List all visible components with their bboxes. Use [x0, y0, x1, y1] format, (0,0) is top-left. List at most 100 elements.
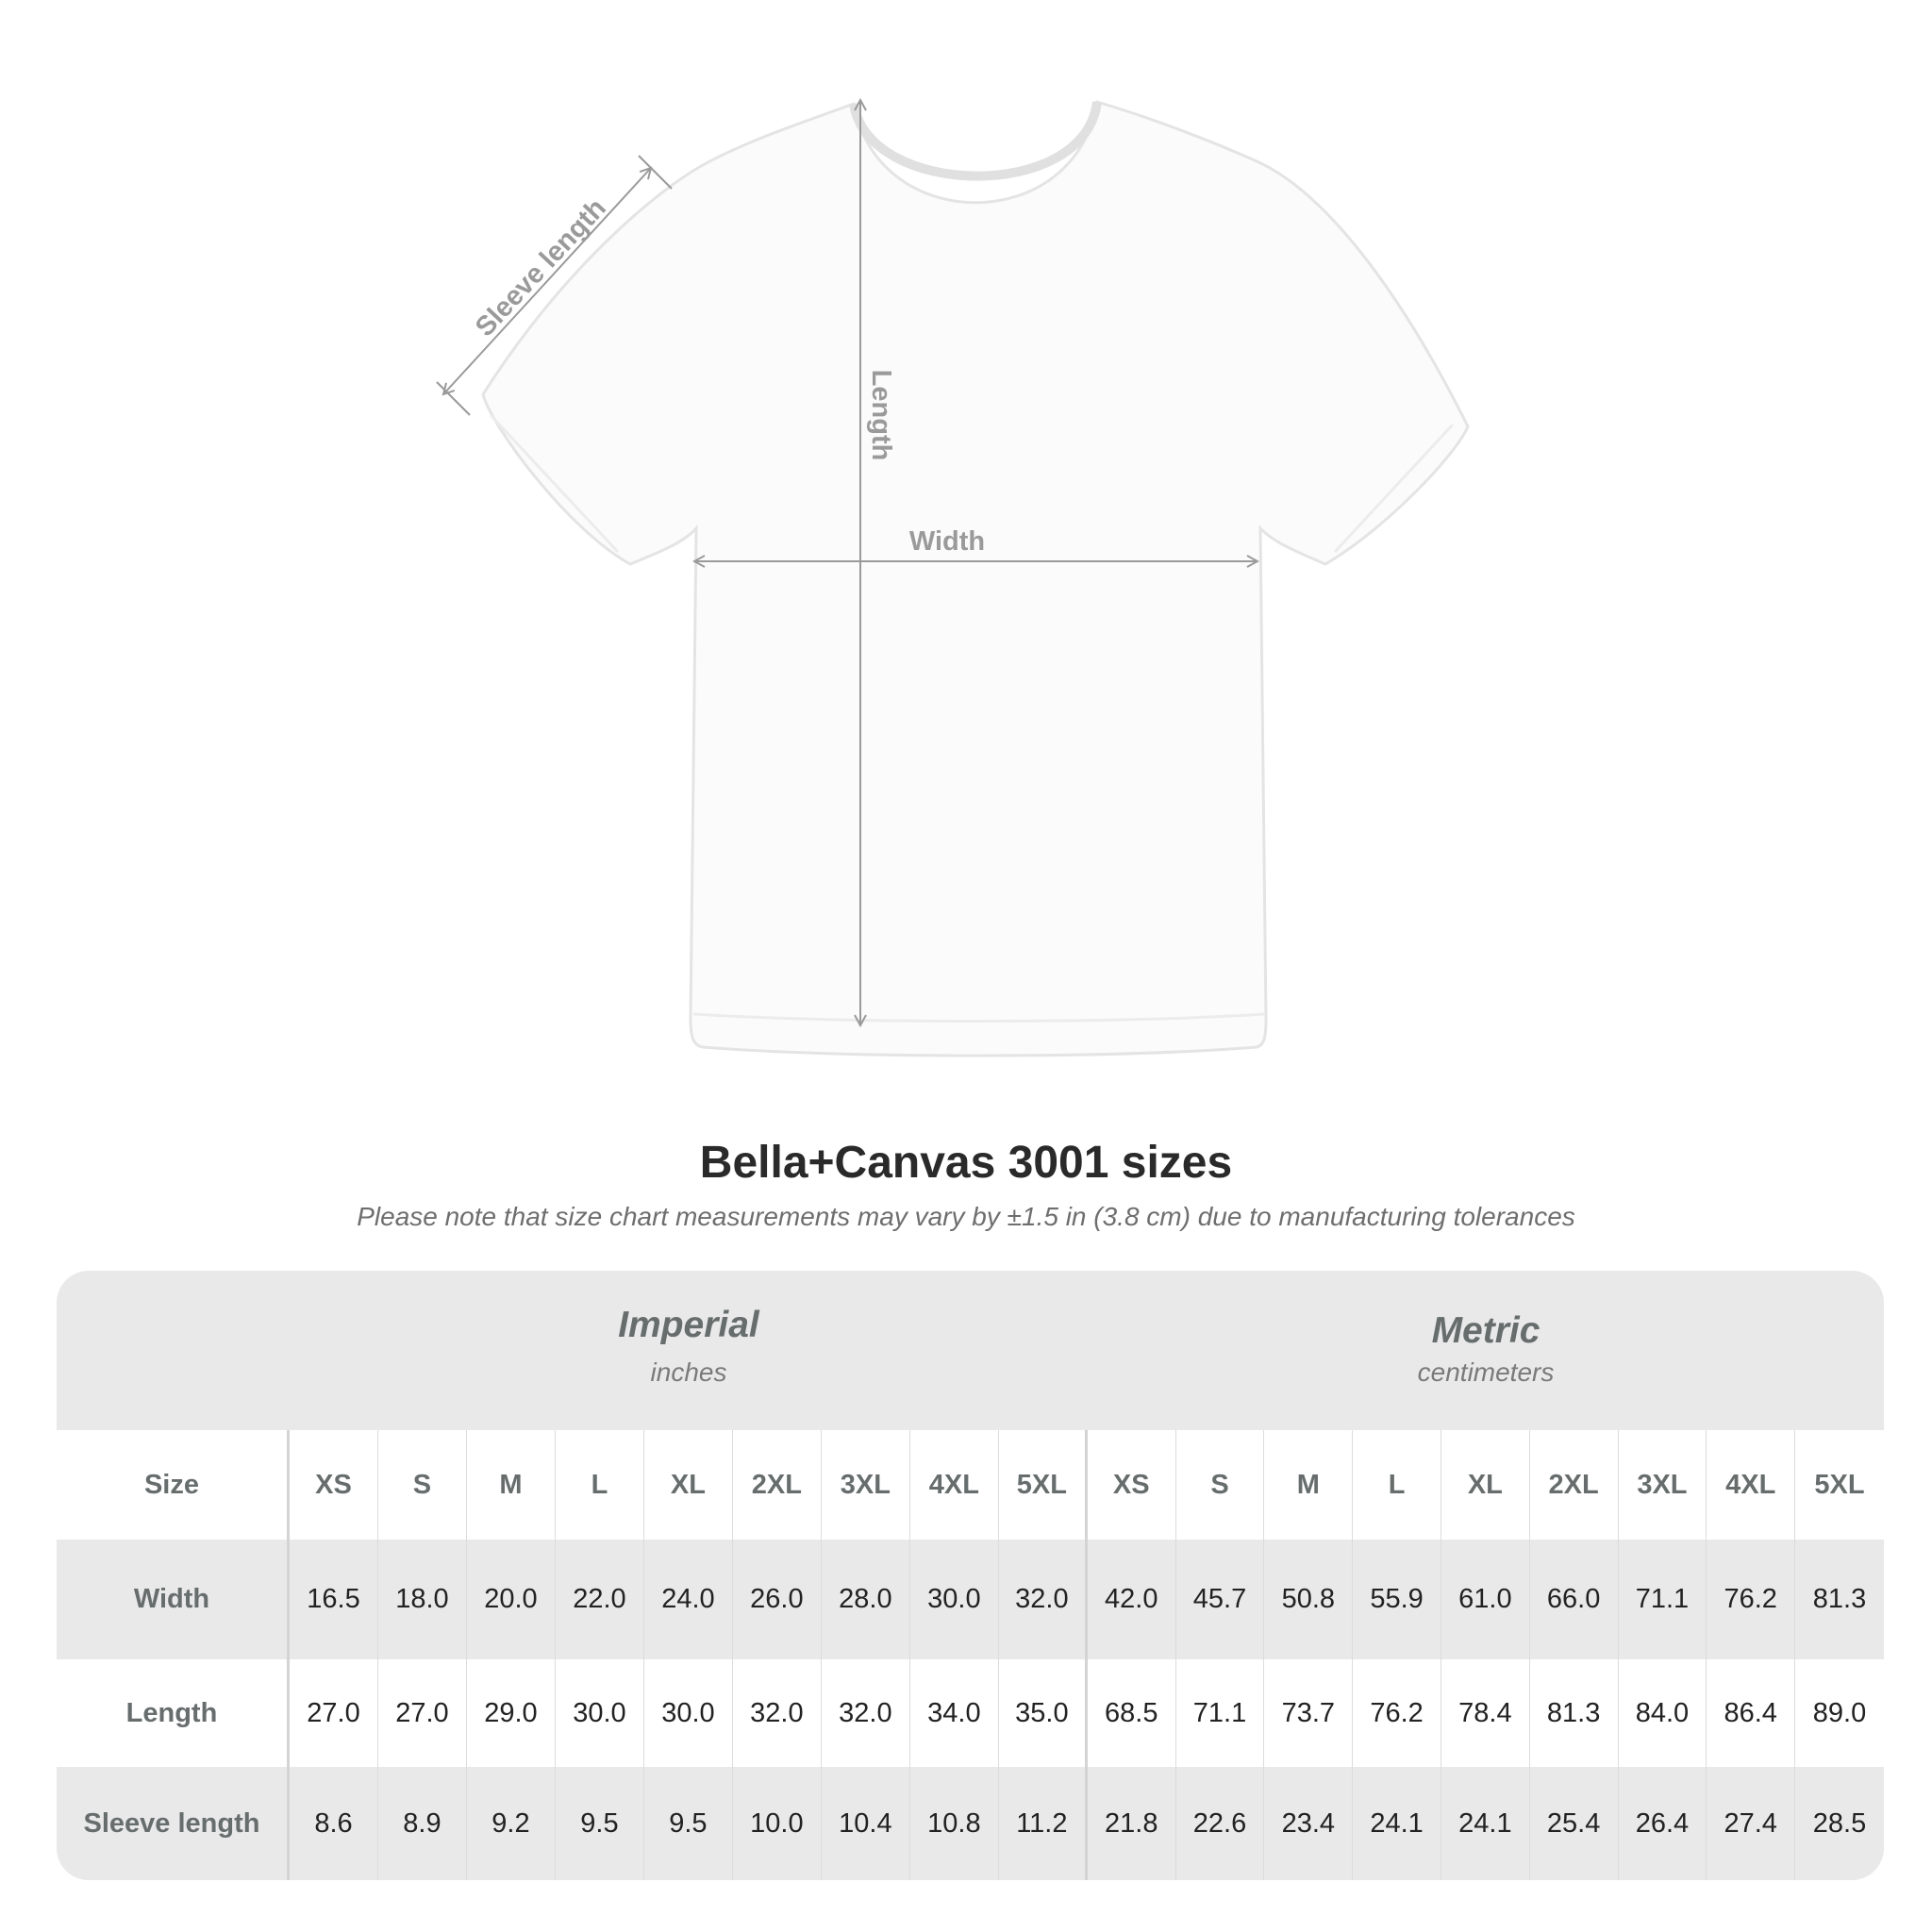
- collar-outline: [849, 101, 1102, 181]
- imperial-value-cell: 9.2: [467, 1767, 556, 1880]
- metric-size-s: S: [1176, 1430, 1265, 1540]
- imperial-value-cell: 11.2: [999, 1767, 1088, 1880]
- imperial-value-cell: 8.9: [378, 1767, 467, 1880]
- imperial-value-cell: 8.6: [290, 1767, 378, 1880]
- imperial-value-cell: 32.0: [733, 1659, 822, 1767]
- table-row-length: Length 27.0 27.0 29.0 30.0 30.0 32.0 32.0 34.0 35…: [57, 1659, 1884, 1767]
- metric-value-cell: 24.1: [1441, 1767, 1530, 1880]
- metric-value-cell: 28.5: [1812, 1807, 1867, 1839]
- imperial-size-l: L: [556, 1430, 644, 1540]
- metric-header: Metric centimeters: [1088, 1271, 1884, 1470]
- imperial-size-3xl: 3XL: [822, 1430, 910, 1540]
- imperial-size-xs: XS: [290, 1430, 378, 1540]
- metric-value-cell: 76.2: [1353, 1659, 1441, 1767]
- metric-value-cell: 68.5: [1088, 1659, 1176, 1767]
- length-label: Length: [866, 370, 896, 461]
- row-label: Width: [57, 1540, 290, 1659]
- tshirt-image: [481, 100, 1470, 1058]
- metric-size-3xl: 3XL: [1619, 1430, 1707, 1540]
- sleeve-arrow: [443, 168, 651, 394]
- imperial-value-cell: 34.0: [910, 1659, 999, 1767]
- metric-value-cell: 45.7: [1176, 1540, 1265, 1659]
- metric-value-cell: 42.0: [1088, 1540, 1176, 1659]
- metric-value-cell: 26.4: [1619, 1767, 1707, 1880]
- metric-value-cell: 50.8: [1264, 1540, 1354, 1659]
- metric-value-cell: 66.0: [1530, 1540, 1619, 1659]
- imperial-title: Imperial: [618, 1305, 759, 1345]
- metric-value-cell: 55.9: [1353, 1540, 1441, 1659]
- metric-value-cell: 81.3: [1530, 1659, 1619, 1767]
- hem-seam: [692, 1012, 1265, 1023]
- imperial-value-cell: 9.5: [556, 1767, 644, 1880]
- row-label: Length: [57, 1659, 290, 1767]
- table-row-sleeve-length: Sleeve length 8.6 8.9 9.2 9.5 9.5 10.0 10.4 10.8…: [57, 1767, 1884, 1880]
- imperial-value-cell: 20.0: [467, 1540, 556, 1659]
- metric-size-4xl: 4XL: [1707, 1430, 1796, 1540]
- imperial-value-cell: 10.0: [733, 1767, 822, 1880]
- metric-size-5xl: 5XL: [1814, 1469, 1865, 1500]
- imperial-size-5xl: 5XL: [999, 1430, 1088, 1540]
- metric-value-cell: 21.8: [1088, 1767, 1176, 1880]
- metric-size-m: M: [1264, 1430, 1354, 1540]
- metric-value-cell: 71.1: [1619, 1540, 1707, 1659]
- tshirt-diagram: Sleeve length Length Width: [436, 0, 1470, 1058]
- imperial-value-cell: 35.0: [999, 1659, 1088, 1767]
- imperial-value-cell: 18.0: [378, 1540, 467, 1659]
- metric-size-l: L: [1353, 1430, 1441, 1540]
- imperial-value-cell: 26.0: [733, 1540, 822, 1659]
- chart-title: Bella+Canvas 3001 sizes: [699, 1138, 1233, 1188]
- size-table: Imperial inches Metric centimeters Size X…: [57, 1271, 1884, 1880]
- imperial-value-cell: 28.0: [822, 1540, 910, 1659]
- metric-value-cell: 73.7: [1264, 1659, 1354, 1767]
- imperial-header: Imperial inches: [290, 1271, 1088, 1464]
- imperial-value-cell: 32.0: [999, 1540, 1088, 1659]
- metric-value-cell: 78.4: [1441, 1659, 1530, 1767]
- imperial-size-m: M: [467, 1430, 556, 1540]
- imperial-size-xl: XL: [644, 1430, 733, 1540]
- imperial-value-cell: 27.0: [290, 1659, 378, 1767]
- metric-value-cell: 71.1: [1176, 1659, 1265, 1767]
- left-cuff-seam: [489, 413, 620, 554]
- metric-value-cell: 27.4: [1707, 1767, 1796, 1880]
- imperial-unit: inches: [650, 1357, 727, 1387]
- metric-value-cell: 89.0: [1812, 1697, 1867, 1728]
- imperial-value-cell: 10.4: [822, 1767, 910, 1880]
- metric-value-cell: 22.6: [1176, 1767, 1265, 1880]
- metric-size-xs: XS: [1088, 1430, 1176, 1540]
- metric-unit: centimeters: [1417, 1357, 1555, 1387]
- row-label: Sleeve length: [57, 1767, 290, 1880]
- imperial-value-cell: 27.0: [378, 1659, 467, 1767]
- metric-size-xl: XL: [1441, 1430, 1530, 1540]
- imperial-value-cell: 30.0: [556, 1659, 644, 1767]
- imperial-value-cell: 30.0: [910, 1540, 999, 1659]
- metric-value-cell: 86.4: [1707, 1659, 1796, 1767]
- imperial-value-cell: 24.0: [644, 1540, 733, 1659]
- table-row-width: Width 16.5 18.0 20.0 22.0 24.0 26.0 28.0 30.0 32.…: [57, 1540, 1884, 1659]
- metric-value-cell: 23.4: [1264, 1767, 1354, 1880]
- metric-size-2xl: 2XL: [1530, 1430, 1619, 1540]
- imperial-value-cell: 32.0: [822, 1659, 910, 1767]
- imperial-value-cell: 16.5: [290, 1540, 378, 1659]
- size-column-header: Size: [57, 1430, 290, 1540]
- metric-value-cell: 81.3: [1812, 1584, 1867, 1614]
- imperial-size-4xl: 4XL: [910, 1430, 999, 1540]
- metric-title: Metric: [1431, 1310, 1541, 1351]
- imperial-value-cell: 9.5: [644, 1767, 733, 1880]
- size-header-row: Size XS S M L XL 2XL 3XL 4XL 5XL XS S M L XL 2XL 3XL 4XL 5…: [57, 1430, 1884, 1540]
- sleeve-arrow-endcap: [638, 155, 673, 190]
- width-label: Width: [909, 526, 985, 557]
- metric-value-cell: 61.0: [1441, 1540, 1530, 1659]
- imperial-value-cell: 10.8: [910, 1767, 999, 1880]
- tolerance-note: Please note that size chart measurements…: [357, 1202, 1575, 1231]
- imperial-size-s: S: [378, 1430, 467, 1540]
- imperial-value-cell: 30.0: [644, 1659, 733, 1767]
- imperial-value-cell: 29.0: [467, 1659, 556, 1767]
- metric-value-cell: 76.2: [1707, 1540, 1796, 1659]
- imperial-value-cell: 22.0: [556, 1540, 644, 1659]
- sleeve-arrow-endcap: [436, 381, 471, 416]
- right-cuff-seam: [1333, 423, 1455, 554]
- metric-value-cell: 84.0: [1619, 1659, 1707, 1767]
- metric-value-cell: 24.1: [1353, 1767, 1441, 1880]
- metric-value-cell: 25.4: [1530, 1767, 1619, 1880]
- imperial-size-2xl: 2XL: [733, 1430, 822, 1540]
